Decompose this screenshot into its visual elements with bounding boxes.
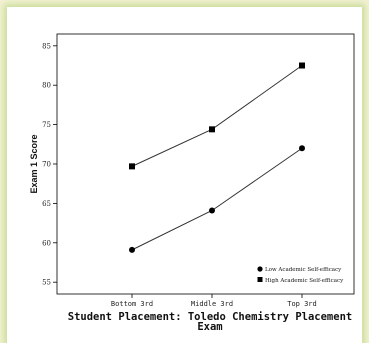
plot-border (56, 33, 355, 295)
series-group (129, 62, 305, 253)
y-axis: 55 60 65 70 75 80 85 (42, 42, 57, 287)
y-tick-label: 60 (42, 239, 51, 247)
x-tick-label: Middle 3rd (191, 300, 233, 308)
x-axis-label-line2: Exam (197, 321, 222, 333)
series-line-square (131, 65, 303, 167)
y-axis-label: Exam 1 Score (29, 134, 39, 193)
x-axis: Bottom 3rd Middle 3rd Top 3rd (111, 294, 317, 308)
y-tick-label: 65 (42, 200, 51, 208)
x-tick-label: Top 3rd (287, 300, 317, 308)
y-tick-label: 55 (42, 279, 51, 287)
y-tick-label: 75 (42, 121, 51, 129)
series-line-circle (131, 147, 303, 251)
legend: Low Academic Self-efficacy High Academic… (257, 266, 344, 284)
legend-marker-circle (257, 266, 263, 272)
y-tick-label: 80 (42, 82, 51, 90)
y-tick-label: 85 (42, 42, 51, 50)
x-axis-label-line1: Student Placement: Toledo Chemistry Plac… (68, 311, 352, 323)
data-point-circle (209, 207, 215, 214)
data-point-circle (299, 145, 305, 152)
data-point-square (209, 126, 215, 133)
legend-marker-square (257, 277, 263, 282)
data-point-square (129, 163, 135, 170)
data-point-square (299, 62, 305, 69)
legend-label-high: High Academic Self-efficacy (265, 278, 344, 284)
legend-label-low: Low Academic Self-efficacy (265, 267, 342, 273)
y-tick-label: 70 (42, 161, 51, 169)
x-tick-label: Bottom 3rd (111, 300, 153, 308)
data-point-circle (129, 246, 135, 253)
